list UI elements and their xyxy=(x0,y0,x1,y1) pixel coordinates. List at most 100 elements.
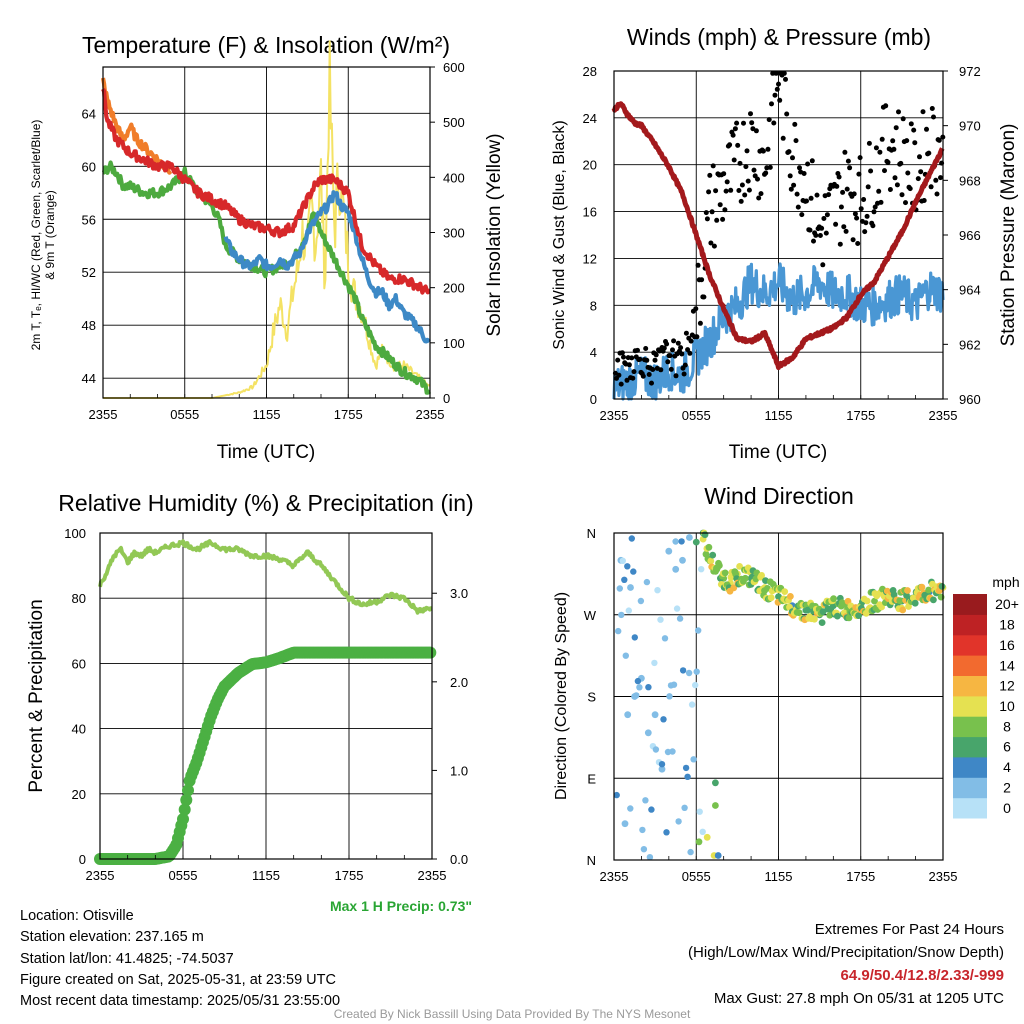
gust-point xyxy=(683,330,689,336)
direction-point xyxy=(666,693,673,700)
gust-point xyxy=(792,121,798,127)
gust-point xyxy=(649,380,654,386)
colorbar-label: 20+ xyxy=(995,596,1019,612)
colorbar-swatch xyxy=(953,634,987,656)
gust-point xyxy=(934,191,940,197)
gust-point xyxy=(745,178,751,184)
direction-point xyxy=(613,791,620,799)
gust-point xyxy=(774,86,780,92)
gust-point xyxy=(670,347,675,353)
gust-point xyxy=(738,198,744,204)
direction-point xyxy=(703,833,711,841)
direction-point xyxy=(672,538,679,545)
x-tick-label: 2355 xyxy=(929,869,958,884)
x-tick-label: 1155 xyxy=(253,407,281,422)
direction-point xyxy=(682,764,690,772)
gust-point xyxy=(929,106,935,111)
gust-point xyxy=(626,362,632,368)
series-line-sonic-wind xyxy=(612,262,945,401)
direction-point xyxy=(634,677,642,685)
direction-point xyxy=(657,616,664,623)
gust-point xyxy=(912,140,918,146)
direction-point xyxy=(669,748,676,755)
gust-point xyxy=(896,109,901,115)
y-tick-label: 16 xyxy=(583,205,597,220)
direction-point xyxy=(651,659,658,667)
direction-point xyxy=(811,615,818,623)
gust-point xyxy=(862,229,868,235)
direction-point xyxy=(709,551,717,559)
gust-point xyxy=(734,120,740,126)
direction-point xyxy=(616,585,623,592)
colorbar-swatch xyxy=(953,675,987,697)
gust-point xyxy=(746,187,752,193)
gust-point xyxy=(870,223,876,229)
gust-point xyxy=(777,97,783,103)
gust-point xyxy=(658,367,664,373)
x-tick-label: 1155 xyxy=(765,408,793,423)
direction-point xyxy=(621,576,628,583)
direction-point xyxy=(758,572,765,579)
gust-point xyxy=(616,372,622,378)
y-tick-label: S xyxy=(587,690,596,705)
colorbar-label: 8 xyxy=(1003,718,1011,734)
gust-point xyxy=(787,173,793,179)
gust-point xyxy=(911,127,917,133)
x-tick-label: 2355 xyxy=(416,407,445,422)
direction-point xyxy=(642,797,649,804)
x-tick-label: 1755 xyxy=(846,408,875,423)
gust-point xyxy=(756,195,762,201)
gust-point xyxy=(936,137,942,143)
gust-point xyxy=(682,362,688,368)
gust-point xyxy=(665,359,671,365)
gust-point xyxy=(776,81,781,87)
direction-title: Wind Direction xyxy=(704,483,854,509)
x-tick-label: 2355 xyxy=(418,868,447,883)
direction-point xyxy=(827,605,835,613)
y-tick-label: E xyxy=(587,771,596,786)
gust-point xyxy=(755,176,760,182)
gust-point xyxy=(707,172,713,178)
gust-point xyxy=(679,351,685,357)
gust-point xyxy=(838,204,844,210)
gust-point xyxy=(894,182,900,188)
gust-point xyxy=(833,221,839,227)
series-line-hi-wc xyxy=(223,190,431,344)
gust-point xyxy=(877,149,883,155)
x-tick-label: 2355 xyxy=(600,408,629,423)
direction-point xyxy=(890,591,898,599)
gust-point xyxy=(924,126,929,132)
gust-point xyxy=(826,192,832,198)
y2-tick-label: 964 xyxy=(959,283,981,298)
y-tick-label: 100 xyxy=(64,526,86,541)
gust-point xyxy=(834,183,840,189)
gust-point xyxy=(723,188,729,194)
y-tick-label: 40 xyxy=(72,722,86,737)
extremes-line2: (High/Low/Max Wind/Precipitation/Snow De… xyxy=(688,944,1004,961)
gust-point xyxy=(780,135,786,141)
winds-xlabel: Time (UTC) xyxy=(729,442,828,463)
gust-point xyxy=(661,345,667,351)
direction-point xyxy=(679,556,686,564)
colorbar-swatch xyxy=(953,614,987,636)
direction-point xyxy=(830,595,837,603)
x-tick-label: 1755 xyxy=(335,868,364,883)
y2-tick-label: 968 xyxy=(959,173,981,188)
gust-point xyxy=(857,155,863,161)
direction-points xyxy=(613,529,947,861)
gust-point xyxy=(668,366,674,372)
gust-point xyxy=(671,338,677,344)
y2-tick-label: 200 xyxy=(443,281,465,296)
gust-point xyxy=(817,233,823,238)
direction-point xyxy=(625,607,632,614)
gust-point xyxy=(763,170,769,176)
direction-point xyxy=(690,756,697,763)
temp-title: Temperature (F) & Insolation (W/m²) xyxy=(82,32,450,58)
y-tick-label: 52 xyxy=(82,265,96,280)
y-tick-label: N xyxy=(587,526,596,541)
gust-point xyxy=(720,216,726,222)
direction-point xyxy=(863,597,871,605)
direction-point xyxy=(845,614,853,622)
gust-point xyxy=(771,120,777,126)
